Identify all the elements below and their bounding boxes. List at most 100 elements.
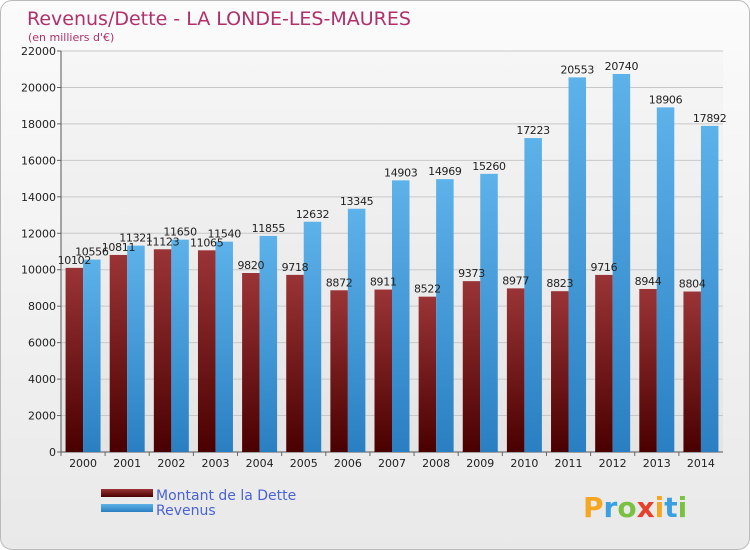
bar-revenus: [215, 241, 233, 452]
bar-revenus: [612, 73, 631, 452]
logo-letter: i: [655, 491, 665, 524]
bar-revenus: [392, 180, 410, 452]
bar-revenus: [171, 239, 189, 452]
bar-debt: [506, 288, 525, 452]
y-tick-label: 4000: [28, 373, 56, 386]
x-tick-label: 2006: [334, 457, 362, 470]
bar-debt: [418, 296, 437, 452]
bar-revenus: [347, 208, 366, 452]
legend-swatch-revenus: [101, 504, 153, 512]
data-label-debt: 8522: [414, 283, 441, 296]
y-tick-label: 10000: [21, 264, 56, 277]
data-label-revenus: 10556: [75, 246, 109, 259]
bar-debt: [595, 274, 613, 452]
bar-revenus: [700, 125, 719, 453]
data-label-revenus: 11650: [163, 226, 197, 239]
bar-debt: [242, 273, 260, 452]
logo-letter: r: [604, 491, 618, 524]
bar-revenus: [83, 259, 101, 452]
bar-debt: [153, 249, 172, 452]
bar-debt: [330, 290, 348, 452]
x-tick-label: 2012: [599, 457, 627, 470]
bar-revenus: [656, 107, 675, 453]
data-label-revenus: 12632: [296, 208, 330, 221]
bar-debt: [65, 267, 84, 452]
y-tick-label: 2000: [28, 410, 56, 423]
y-tick-label: 6000: [28, 337, 56, 350]
logo-letter: x: [637, 491, 655, 524]
x-tick-label: 2002: [157, 457, 185, 470]
bar-revenus: [436, 179, 454, 453]
legend-label-debt: Montant de la Dette: [156, 488, 296, 504]
x-tick-label: 2001: [113, 457, 141, 470]
x-tick-label: 2010: [510, 457, 538, 470]
data-label-revenus: 20553: [561, 63, 595, 76]
data-label-revenus: 14969: [428, 165, 462, 178]
bar-revenus: [303, 221, 322, 452]
x-tick-label: 2011: [555, 457, 583, 470]
data-label-revenus: 18906: [649, 93, 683, 106]
data-label-revenus: 11855: [252, 222, 286, 235]
logo-letter: i: [678, 491, 688, 524]
x-tick-label: 2003: [201, 457, 229, 470]
data-label-debt: 8977: [502, 274, 529, 287]
bar-revenus: [127, 245, 145, 452]
data-label-debt: 8944: [635, 275, 662, 288]
chart-title: Revenus/Dette - LA LONDE-LES-MAURES: [27, 8, 411, 30]
y-tick-label: 16000: [21, 154, 56, 167]
data-label-revenus: 17223: [516, 124, 550, 137]
data-label-debt: 9716: [591, 261, 618, 274]
x-tick-label: 2014: [687, 457, 715, 470]
logo-letter: P: [583, 491, 604, 524]
x-tick-label: 2005: [290, 457, 318, 470]
proxiti-logo: Proxiti: [583, 491, 687, 524]
bar-debt: [197, 250, 216, 452]
data-label-debt: 9373: [458, 267, 485, 280]
data-label-debt: 8911: [370, 276, 397, 289]
legend-label-revenus: Revenus: [156, 503, 216, 519]
data-label-debt: 10102: [58, 254, 92, 267]
data-label-revenus: 11540: [207, 228, 241, 241]
bar-revenus: [480, 173, 498, 453]
data-label-revenus: 17892: [693, 112, 727, 125]
y-tick-label: 18000: [21, 118, 56, 131]
bar-debt: [374, 289, 392, 452]
plot-area: 0 2000 4000 6000 8000 10000 12000 14000 16000 180…: [21, 45, 727, 470]
y-tick-label: 22000: [21, 45, 56, 58]
y-tick-label: 12000: [21, 227, 56, 240]
x-tick-label: 2000: [69, 457, 97, 470]
bar-revenus: [568, 77, 587, 452]
bar-debt: [286, 274, 304, 452]
data-label-debt: 10811: [102, 241, 136, 254]
legend-swatch-debt: [101, 489, 153, 497]
bar-debt: [683, 291, 701, 452]
data-label-revenus: 11321: [119, 232, 153, 245]
data-label-debt: 9820: [237, 259, 264, 272]
data-label-revenus: 13345: [340, 195, 374, 208]
data-label-debt: 9718: [282, 261, 309, 274]
logo-letter: t: [664, 491, 677, 524]
y-tick-label: 14000: [21, 191, 56, 204]
y-tick-label: 0: [49, 446, 56, 459]
logo-letter: o: [617, 491, 636, 524]
bar-revenus: [259, 235, 278, 452]
data-label-revenus: 20740: [605, 60, 639, 73]
y-tick-label: 20000: [21, 81, 56, 94]
chart-subtitle: (en milliers d'€): [28, 31, 114, 44]
bar-debt: [639, 288, 657, 452]
data-label-debt: 11123: [146, 235, 180, 248]
x-tick-label: 2007: [378, 457, 406, 470]
data-label-debt: 8804: [679, 278, 706, 291]
bar-debt: [462, 281, 481, 452]
x-tick-label: 2013: [643, 457, 671, 470]
bar-debt: [109, 254, 128, 452]
y-tick-label: 8000: [28, 300, 56, 313]
data-label-revenus: 15260: [472, 160, 506, 173]
x-tick-label: 2009: [466, 457, 494, 470]
legend: Montant de la Dette Revenus: [101, 488, 296, 519]
bar-debt: [551, 291, 569, 452]
bar-revenus: [524, 138, 542, 452]
data-label-revenus: 14903: [384, 166, 418, 179]
